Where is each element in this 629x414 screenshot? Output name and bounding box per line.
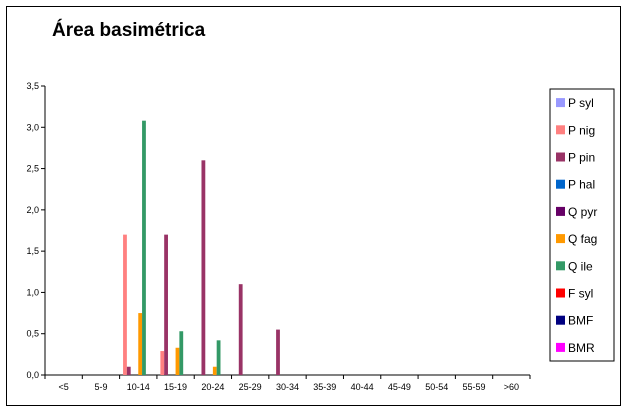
bar [142,120,146,376]
legend-swatch [556,179,565,189]
x-tick-label: 40-44 [351,382,374,392]
legend-label: BMF [568,314,593,328]
y-tick-label: 1,0 [26,287,39,297]
bar [123,234,127,375]
legend-label: Q fag [568,232,597,246]
legend-label: P syl [568,96,594,110]
legend-label: Q pyr [568,205,597,219]
chart-title: Área basimétrica [52,20,206,41]
y-tick-label: 0,5 [26,329,39,339]
bar [276,329,280,375]
bar [179,331,184,375]
legend-label: F syl [568,287,593,301]
x-tick-label: 55-59 [463,382,486,392]
x-tick-label: 5-9 [94,382,107,392]
bar [238,284,243,375]
legend-box [549,88,615,362]
y-tick-label: 0,0 [26,370,39,380]
chart-frame [6,6,621,406]
legend-label: P hal [568,178,595,192]
y-tick-label: 2,5 [26,164,39,174]
legend-label: Q ile [568,259,593,273]
legend-label: P pin [568,151,595,165]
y-tick-label: 3,5 [26,81,39,91]
x-tick-label: 35-39 [313,382,336,392]
y-tick-label: 3,0 [26,122,39,132]
bar [164,234,168,375]
x-tick-label: 10-14 [127,382,150,392]
x-tick-label: 45-49 [388,382,411,392]
legend-swatch [556,288,565,298]
x-tick-label: >60 [504,382,519,392]
x-tick-label: 20-24 [201,382,224,392]
legend-swatch [556,315,565,325]
legend: P syl P nig P pin P hal Q pyr Q fag Q ile F syl… [549,88,615,362]
legend-swatch [556,152,565,162]
bar [126,366,131,375]
legend-swatch [556,125,565,135]
bar [175,347,180,375]
plot-area: 0,0 0,5 1,0 1,5 2,0 2,5 3,0 3,5 <5 5-9 10-14 15-19 2… [26,81,531,392]
y-tick-label: 1,5 [26,246,39,256]
bar [216,340,221,375]
x-tick-label: 30-34 [276,382,299,392]
legend-swatch [556,206,565,216]
bar [160,351,165,375]
legend-label: BMR [568,341,595,355]
legend-swatch [556,234,565,244]
x-tick-label: 25-29 [239,382,262,392]
legend-label: P nig [568,123,595,137]
legend-swatch [556,98,565,108]
x-tick-label: <5 [59,382,69,392]
legend-swatch [556,261,565,271]
x-tick-label: 15-19 [164,382,187,392]
y-tick-label: 2,0 [26,205,39,215]
bar [201,160,206,375]
x-tick-label: 50-54 [425,382,448,392]
legend-swatch [556,342,565,352]
bar [212,366,217,375]
bar [138,313,143,375]
